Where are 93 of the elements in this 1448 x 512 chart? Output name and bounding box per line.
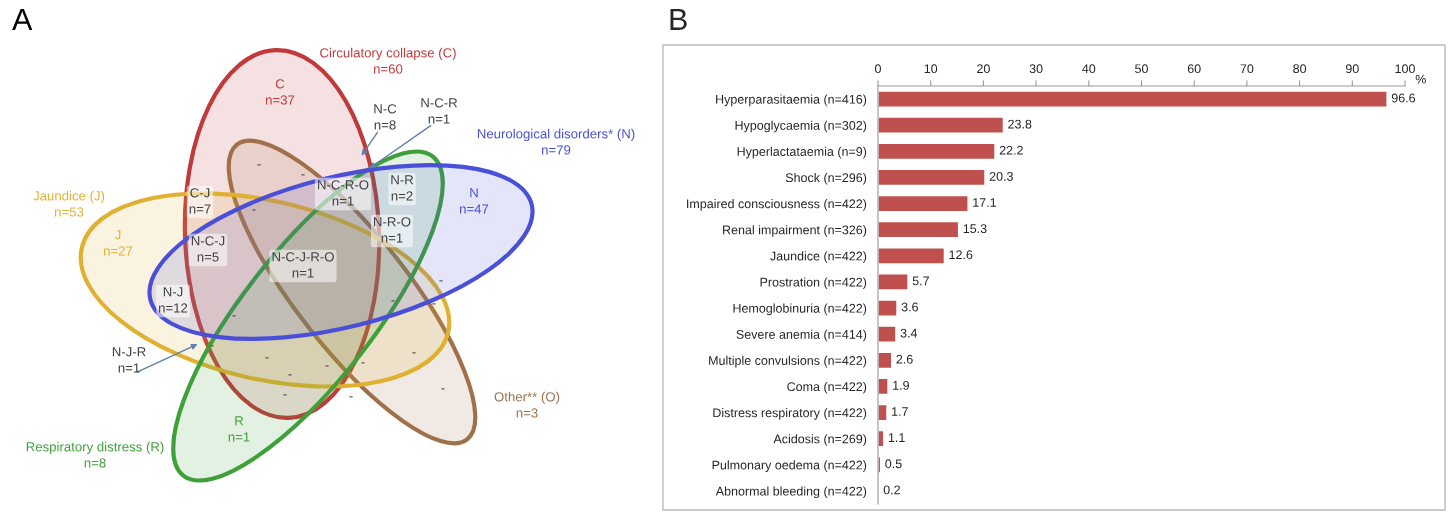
- y-tick-label: Coma (n=422): [787, 381, 867, 394]
- text: -: [439, 280, 443, 282]
- text: N-C-J-R-O n=1: [272, 252, 334, 278]
- bar: [878, 325, 897, 343]
- x-tick-label: 60: [1187, 64, 1201, 74]
- x-tick-label: 100: [1395, 64, 1415, 74]
- y-tick-label: Hyperparasitaemia (n=416): [716, 94, 867, 107]
- text: N-C n=8: [374, 104, 397, 130]
- data-label: 1.1: [888, 433, 905, 442]
- text: -: [288, 374, 292, 376]
- text: Respiratory distress (R) n=8: [26, 441, 164, 468]
- bar: [878, 142, 996, 161]
- y-tick-label: Prostration (n=422): [760, 277, 867, 290]
- bar: [878, 273, 909, 291]
- bar: [878, 377, 889, 396]
- text: -: [301, 174, 305, 176]
- text: R n=1: [228, 416, 250, 442]
- data-label: 5.7: [912, 276, 929, 286]
- text: N-C-R-O n=1: [318, 180, 369, 206]
- text: -: [265, 357, 269, 359]
- y-tick-label: Acidosis (n=269): [773, 434, 867, 446]
- y-tick-label: Hemoglobinuria (n=422): [733, 303, 867, 316]
- text: -: [257, 164, 261, 166]
- x-tick-label: 30: [1029, 64, 1043, 74]
- text: J n=27: [104, 230, 133, 256]
- text: N-J n=12: [159, 287, 188, 313]
- data-label: 3.6: [901, 302, 918, 312]
- text: -: [361, 362, 365, 364]
- bar: [878, 116, 1005, 134]
- y-tick-label: Pulmonary oedema (n=422): [712, 460, 867, 472]
- text: Jaundice (J) n=53: [33, 190, 105, 217]
- data-label: 1.9: [893, 380, 909, 390]
- bar: [878, 299, 898, 317]
- data-label: 22.2: [999, 145, 1023, 155]
- text: -: [412, 352, 416, 354]
- x-tick-label: 80: [1293, 64, 1307, 74]
- text: A: [12, 8, 33, 30]
- text: -: [210, 345, 214, 347]
- text: C n=37: [266, 79, 295, 105]
- text: Circulatory collapse (C) n=60: [320, 47, 456, 74]
- data-label: 0.2: [883, 485, 900, 495]
- x-tick-label: 0: [875, 64, 881, 74]
- x-tick-label: 50: [1135, 64, 1148, 74]
- text: N-C-R n=1: [421, 98, 458, 124]
- x-axis-title: %: [1415, 74, 1426, 84]
- data-label: 3.4: [900, 328, 918, 338]
- text: N-R-O n=1: [374, 217, 411, 243]
- data-label: 12.6: [949, 250, 973, 260]
- data-label: 23.8: [1008, 119, 1032, 129]
- text: C-J n=7: [189, 188, 211, 214]
- y-tick-label: Renal impairment (n=326): [723, 225, 867, 237]
- y-tick-label: Abnormal bleeding (n=422): [715, 486, 867, 499]
- y-tick-label: Hyperlactataemia (n=9): [737, 146, 867, 159]
- x-tick-label: 90: [1345, 64, 1359, 74]
- text: -: [391, 300, 395, 302]
- data-label: 17.1: [973, 198, 996, 207]
- bar: [878, 194, 969, 213]
- data-label: 15.3: [963, 224, 987, 234]
- y-tick-label: Shock (n=296): [785, 172, 867, 185]
- text: -: [283, 394, 287, 396]
- text: -: [252, 209, 256, 211]
- data-label: 20.3: [989, 171, 1013, 181]
- text: N-C-J n=5: [191, 236, 225, 262]
- x-tick-label: 40: [1082, 64, 1096, 74]
- text: N-R n=2: [391, 175, 414, 201]
- text: Neurological disorders* (N) n=79: [477, 128, 635, 155]
- bar: [878, 90, 1388, 108]
- data-label: 2.6: [896, 354, 913, 364]
- y-tick-label: Jaundice (n=422): [770, 251, 867, 263]
- text: -: [325, 365, 329, 367]
- bar: [878, 168, 986, 187]
- y-tick-label: Hypoglycaemia (n=302): [735, 120, 867, 133]
- text: -: [349, 396, 353, 398]
- text: -: [441, 388, 445, 390]
- bar: [878, 403, 888, 422]
- data-label: 0.5: [885, 459, 902, 469]
- text: -: [232, 315, 236, 317]
- text: N n=47: [460, 188, 489, 214]
- y-tick-label: Multiple convulsions (n=422): [709, 355, 867, 368]
- y-tick-label: Severe anemia (n=414): [736, 329, 867, 342]
- y-tick-label: Distress respiratory (n=422): [713, 408, 867, 420]
- y-tick-label: Impaired consciousness (n=422): [687, 199, 867, 211]
- bar: [878, 220, 960, 239]
- x-tick-label: 70: [1240, 64, 1254, 74]
- text: Other** (O) n=3: [494, 391, 560, 418]
- data-label: 96.6: [1391, 93, 1416, 103]
- x-tick-label: 10: [924, 64, 938, 74]
- chart-title: B: [670, 8, 687, 30]
- text: -: [432, 303, 436, 305]
- bar: [878, 247, 946, 265]
- text: N-J-R n=1: [112, 347, 146, 373]
- data-label: 1.7: [892, 407, 908, 416]
- x-tick-label: 20: [977, 64, 990, 74]
